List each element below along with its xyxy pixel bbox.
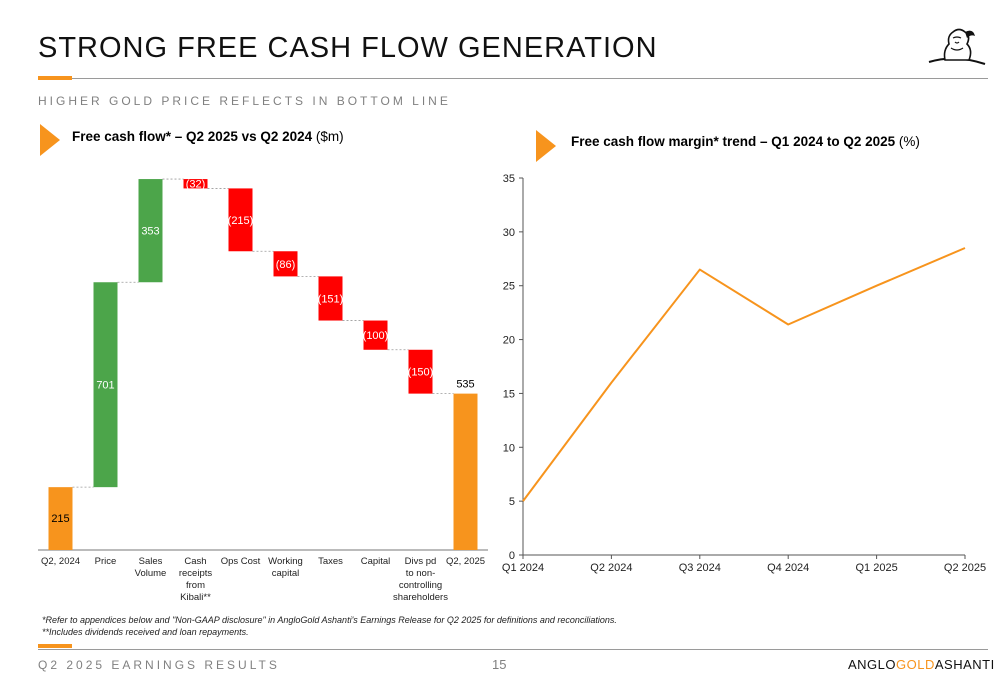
category-label-line: Capital — [361, 556, 391, 567]
page-number: 15 — [492, 657, 507, 672]
waterfall-data-label: 535 — [456, 379, 474, 391]
category-label-line: controlling — [399, 580, 442, 591]
waterfall-title-unit: ($m) — [312, 129, 344, 144]
category-label-line: Q2, 2024 — [41, 556, 80, 567]
waterfall-data-label: 353 — [141, 226, 159, 238]
waterfall-bar — [273, 251, 298, 277]
category-label-line: Volume — [135, 568, 167, 579]
waterfall-data-label: (100) — [363, 330, 389, 342]
x-tick-label: Q2 2024 — [590, 562, 632, 574]
footnote-2: **Includes dividends received and loan r… — [42, 627, 249, 637]
brand-logo: ANGLOGOLDASHANTI — [848, 657, 995, 672]
waterfall-category-label: Divs pd to non-controlling shareholders — [393, 556, 448, 603]
page-subtitle: HIGHER GOLD PRICE REFLECTS IN BOTTOM LIN… — [38, 94, 451, 108]
title-accent-bar — [38, 76, 72, 80]
waterfall-title-text: Free cash flow* – Q2 2025 vs Q2 2024 — [72, 129, 313, 144]
waterfall-data-label: (151) — [318, 293, 344, 305]
waterfall-category-label: Working capital — [268, 556, 303, 579]
waterfall-category-label: Q2, 2024 — [41, 556, 80, 567]
category-label-line: Ops Cost — [221, 556, 261, 567]
waterfall-category-label: Ops Cost — [221, 556, 261, 567]
waterfall-chart-title: Free cash flow* – Q2 2025 vs Q2 2024 ($m… — [72, 129, 344, 144]
category-label-line: Divs pd — [405, 556, 437, 567]
footnote-1: *Refer to appendices below and "Non-GAAP… — [42, 615, 617, 625]
waterfall-data-label: 701 — [96, 380, 114, 392]
waterfall-category-label: Price — [95, 556, 117, 567]
category-label-line: Price — [95, 556, 117, 567]
lion-logo-icon — [928, 28, 986, 65]
page-title: STRONG FREE CASH FLOW GENERATION — [38, 32, 658, 64]
waterfall-data-label: (86) — [276, 259, 296, 271]
title-divider — [38, 78, 988, 79]
y-tick-label: 10 — [503, 442, 515, 454]
category-label-line: Kibali** — [180, 592, 211, 603]
x-tick-label: Q2 2025 — [944, 562, 986, 574]
category-label-line: capital — [272, 568, 299, 579]
category-label-line: Cash — [184, 556, 206, 567]
category-label-line: Sales — [139, 556, 163, 567]
x-tick-label: Q3 2024 — [679, 562, 721, 574]
category-label-line: to non- — [406, 568, 436, 579]
line-title-text: Free cash flow margin* trend – Q1 2024 t… — [571, 134, 896, 149]
brand-part-3: ASHANTI — [934, 657, 995, 672]
waterfall-bar — [318, 276, 343, 321]
footer-accent-bar — [38, 644, 72, 648]
y-tick-label: 30 — [503, 227, 515, 239]
waterfall-category-label: Capital — [361, 556, 391, 567]
x-tick-label: Q4 2024 — [767, 562, 809, 574]
y-tick-label: 0 — [509, 550, 515, 562]
category-label-line: shareholders — [393, 592, 448, 603]
brand-part-1: ANGLO — [848, 657, 897, 672]
waterfall-category-label: Q2, 2025 — [446, 556, 485, 567]
waterfall-bar — [453, 393, 478, 550]
category-label-line: from — [186, 580, 205, 591]
y-tick-label: 5 — [509, 496, 515, 508]
waterfall-bar — [48, 487, 73, 550]
waterfall-bar — [183, 179, 208, 189]
footnotes: *Refer to appendices below and "Non-GAAP… — [42, 614, 617, 638]
line-chart-title: Free cash flow margin* trend – Q1 2024 t… — [571, 134, 920, 149]
waterfall-category-label: Cash receipts from Kibali** — [179, 556, 213, 603]
category-label-line: Taxes — [318, 556, 343, 567]
waterfall-bar — [138, 179, 163, 283]
waterfall-data-label: 215 — [51, 513, 69, 525]
margin-series-line — [522, 247, 966, 502]
footer-divider — [38, 649, 988, 650]
arrow-bullet-icon — [536, 130, 556, 162]
waterfall-bar — [93, 282, 118, 488]
y-tick-label: 35 — [503, 173, 515, 185]
arrow-bullet-icon — [40, 124, 60, 156]
waterfall-bar — [228, 188, 253, 252]
footer-label: Q2 2025 EARNINGS RESULTS — [38, 658, 280, 672]
waterfall-bar — [408, 349, 433, 394]
waterfall-bar — [363, 320, 388, 350]
y-tick-label: 15 — [503, 388, 515, 400]
waterfall-data-label: (150) — [408, 367, 434, 379]
y-tick-label: 25 — [503, 281, 515, 293]
y-tick-label: 20 — [503, 335, 515, 347]
waterfall-category-label: Sales Volume — [135, 556, 167, 579]
category-label-line: Q2, 2025 — [446, 556, 485, 567]
waterfall-data-label: (32) — [186, 179, 206, 191]
line-title-unit: (%) — [895, 134, 920, 149]
brand-part-2: GOLD — [896, 657, 935, 672]
waterfall-data-label: (215) — [228, 215, 254, 227]
waterfall-category-label: Taxes — [318, 556, 343, 567]
category-label-line: Working — [268, 556, 303, 567]
x-tick-label: Q1 2025 — [855, 562, 897, 574]
category-label-line: receipts — [179, 568, 213, 579]
x-tick-label: Q1 2024 — [502, 562, 544, 574]
